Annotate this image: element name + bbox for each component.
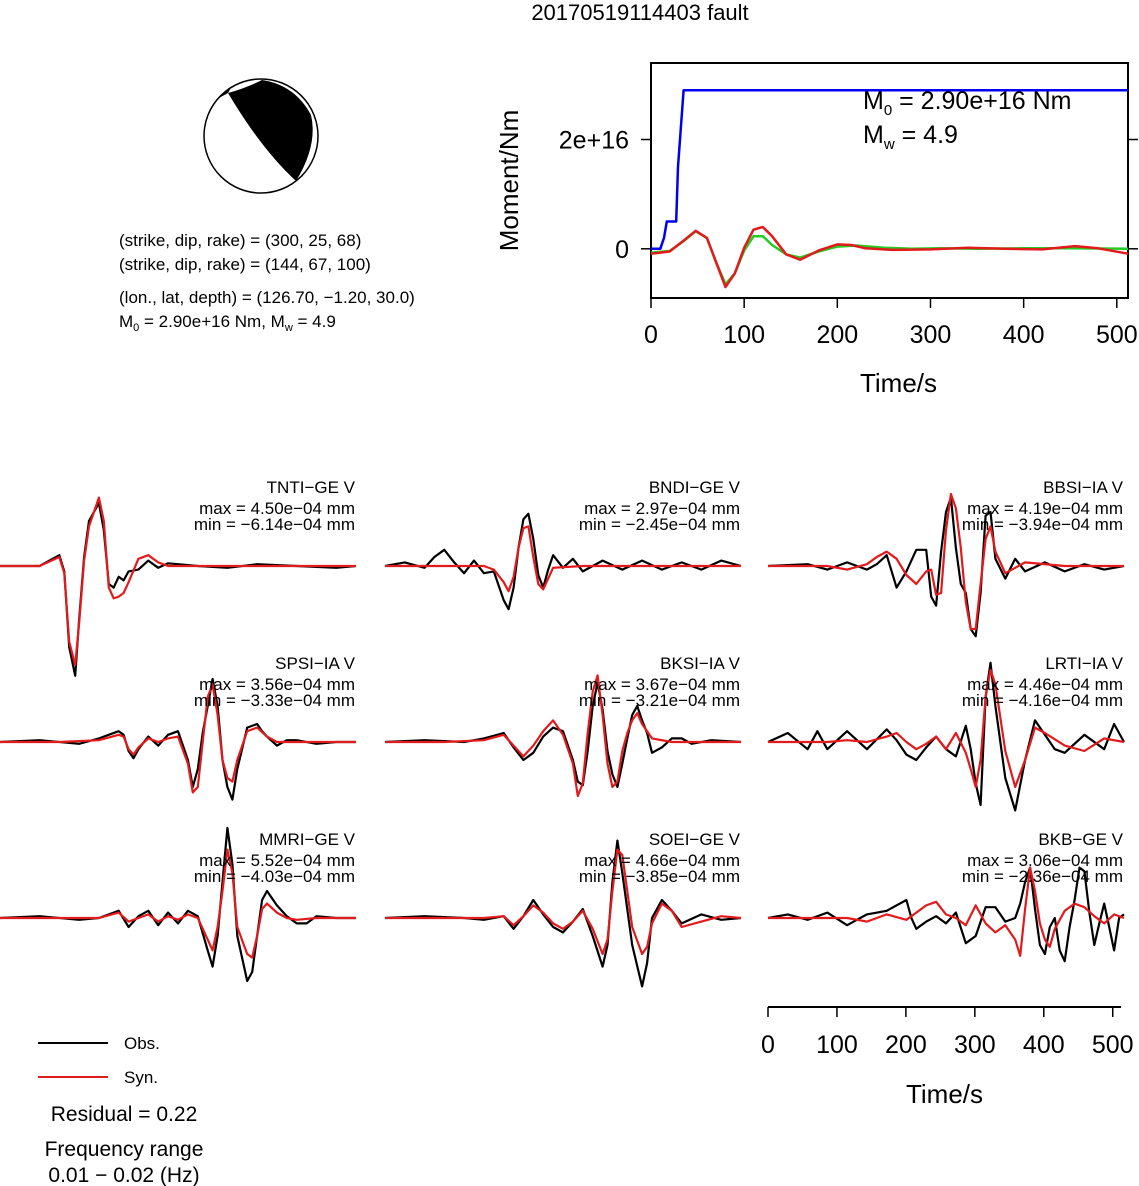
station-label: BBSI−IA V [1043,478,1124,497]
waveform-xtick-label: 0 [761,1031,775,1059]
min-amplitude-label: min = −3.21e−04 mm [579,691,740,710]
focal-mechanism-beachball [203,78,319,194]
observed-waveform [767,866,1125,963]
stf-x-axis-label: Time/s [860,368,937,398]
station-label: SOEI−GE V [649,830,741,849]
residual-text: Residual = 0.22 [51,1103,198,1126]
figure-title: 20170519114403 fault [531,0,748,25]
max-amplitude-label: max = 3.56e−04 mm [199,675,355,694]
observed-waveform [384,512,742,611]
stf-ytick-label: 0 [615,236,629,264]
mechanism-info: (strike, dip, rake) = (300, 25, 68) (str… [119,231,415,334]
synthetic-waveform [768,866,1125,957]
waveform-xtick-label: 500 [1092,1031,1134,1059]
station-label: TNTI−GE V [267,478,356,497]
min-amplitude-label: min = −2.45e−04 mm [579,515,740,534]
synthetic-waveform [385,848,742,956]
observed-waveform [767,496,1125,638]
station-label: BKSI−IA V [660,654,741,673]
min-amplitude-label: min = −4.03e−04 mm [194,867,355,886]
station-label: LRTI−IA V [1045,654,1123,673]
max-amplitude-label: max = 4.50e−04 mm [199,499,355,518]
max-amplitude-label: max = 2.97e−04 mm [584,499,740,518]
synthetic-waveform [385,674,741,798]
mechanism-line-1: (strike, dip, rake) = (300, 25, 68) [119,231,361,250]
waveform-xtick-label: 300 [954,1031,996,1059]
frequency-value: 0.01 − 0.02 (Hz) [48,1164,199,1186]
mechanism-line-3: (lon., lat, depth) = (126.70, −1.20, 30.… [119,288,415,307]
station-label: SPSI−IA V [275,654,356,673]
synthetic-waveform [0,496,356,667]
max-amplitude-label: max = 3.67e−04 mm [584,675,740,694]
max-amplitude-label: max = 4.46e−04 mm [967,675,1123,694]
synthetic-waveform [385,525,741,593]
stf-series-2 [650,225,1129,289]
stf-series-0 [651,89,1128,251]
stf-moment-annotation: M0 = 2.90e+16 Nm [863,87,1071,119]
stf-xtick-label: 100 [723,321,765,349]
synthetic-waveform [0,848,356,959]
min-amplitude-label: min = −2.36e−04 mm [962,867,1123,886]
min-amplitude-label: min = −4.16e−04 mm [962,691,1123,710]
mechanism-moment-line: M0 = 2.90e+16 Nm, Mw = 4.9 [119,312,336,334]
stf-xtick-label: 300 [910,321,952,349]
station-label: MMRI−GE V [259,830,356,849]
max-amplitude-label: max = 3.06e−04 mm [967,851,1123,870]
mechanism-line-2: (strike, dip, rake) = (144, 67, 100) [119,255,371,274]
observed-waveform [767,661,1125,812]
waveform-xtick-label: 200 [885,1031,927,1059]
stf-xtick-label: 500 [1096,321,1138,349]
beachball-compression-quadrant [228,80,313,181]
stf-plot-frame [650,62,1129,299]
min-amplitude-label: min = −3.33e−04 mm [194,691,355,710]
synthetic-waveform [768,668,1125,789]
waveform-time-axis: 0 100 200 300 400 500 Time/s [761,1006,1134,1109]
legend: Obs. Syn. Residual = 0.22 Frequency rang… [38,1034,203,1186]
synthetic-waveform [0,683,356,794]
min-amplitude-label: min = −3.94e−04 mm [962,515,1123,534]
stf-magnitude-annotation: Mw = 4.9 [863,121,958,153]
waveform-xtick-label: 100 [816,1031,858,1059]
stf-y-axis-label: Moment/Nm [494,110,524,252]
stf-xtick-label: 200 [816,321,858,349]
legend-obs-label: Obs. [124,1034,160,1053]
moment-rate-chart: 0 100 200 300 400 500 0 2e+16 Time/s Moment/Nm [494,62,1138,398]
waveform-xtick-label: 400 [1023,1031,1065,1059]
observed-waveform [384,839,742,988]
station-label: BNDI−GE V [649,478,741,497]
frequency-title: Frequency range [45,1138,204,1161]
station-label: BKB−GE V [1038,830,1123,849]
max-amplitude-label: max = 4.19e−04 mm [967,499,1123,518]
stf-ytick-label: 2e+16 [559,127,629,155]
legend-syn-label: Syn. [124,1068,158,1087]
max-amplitude-label: max = 5.52e−04 mm [199,851,355,870]
max-amplitude-label: max = 4.66e−04 mm [584,851,740,870]
stf-xtick-label: 0 [644,321,658,349]
stf-xtick-label: 400 [1003,321,1045,349]
min-amplitude-label: min = −3.85e−04 mm [579,867,740,886]
waveform-x-axis-label: Time/s [906,1079,983,1109]
min-amplitude-label: min = −6.14e−04 mm [194,515,355,534]
observed-waveform [0,501,357,677]
beachball-compression-edge [219,86,232,98]
synthetic-waveform [768,492,1124,631]
